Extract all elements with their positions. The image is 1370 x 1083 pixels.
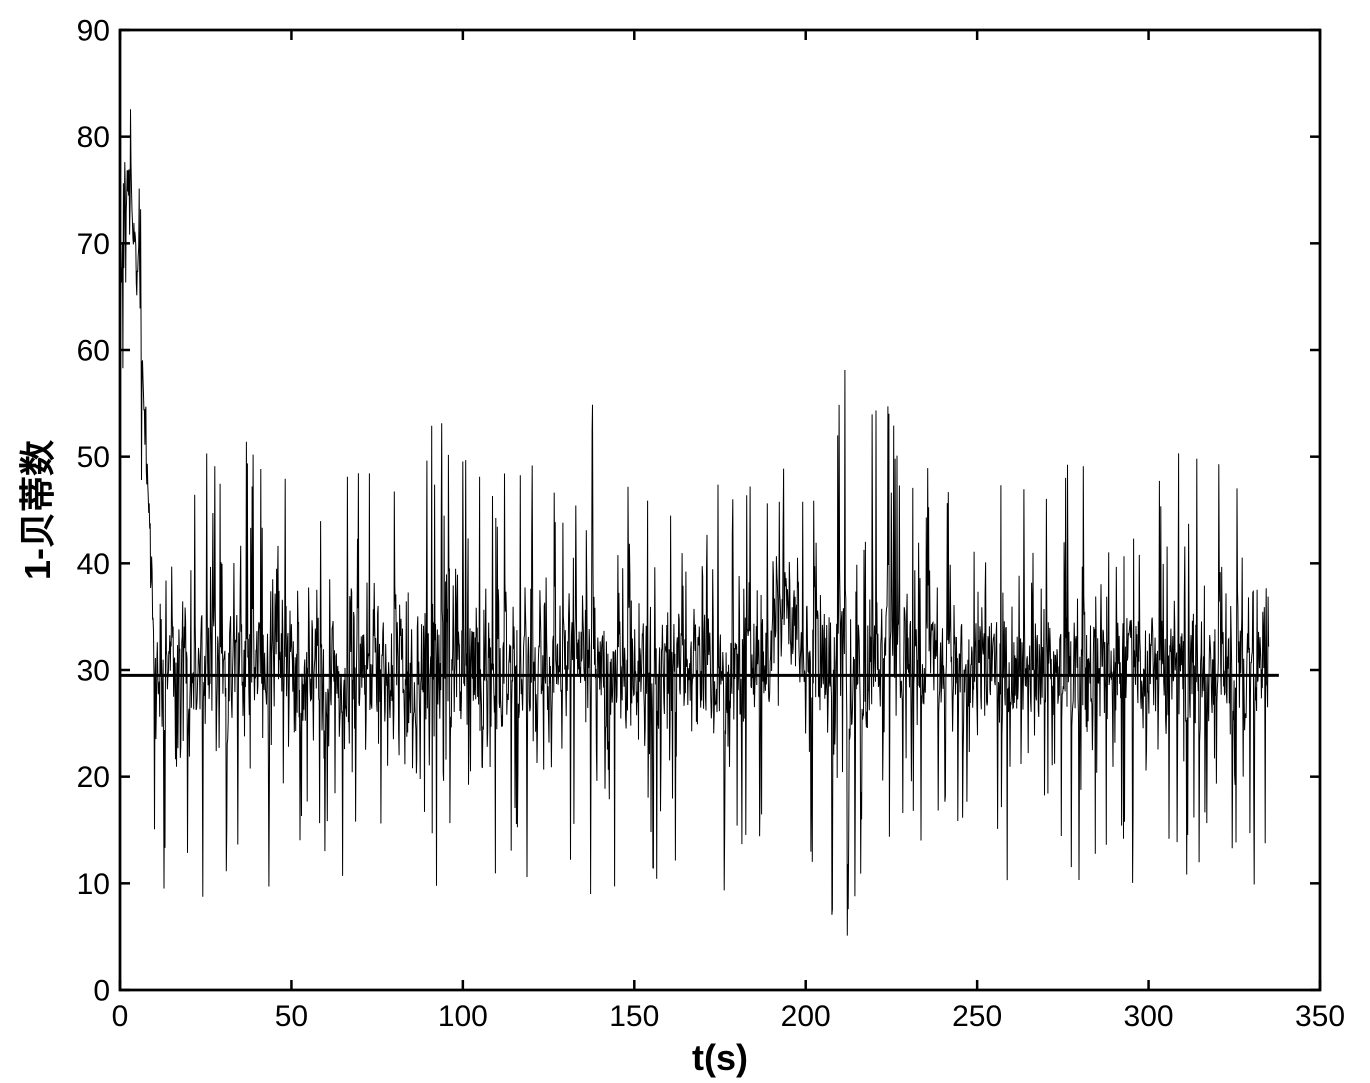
x-tick-label: 250 <box>952 1000 1002 1033</box>
y-tick-label: 50 <box>77 441 110 474</box>
chart-container: 0 50 100 150 200 250 300 350 0 10 20 30 40 50 60 70 80 90… <box>0 0 1370 1083</box>
y-tick-label: 60 <box>77 335 110 368</box>
y-tick-label: 90 <box>77 15 110 48</box>
x-tick-label: 200 <box>781 1000 831 1033</box>
y-tick-label: 40 <box>77 548 110 581</box>
x-tick-label: 0 <box>112 1000 129 1033</box>
y-tick-label: 70 <box>77 228 110 261</box>
y-axis-label: 1-贝蒂数 <box>17 440 58 580</box>
y-tick-label: 30 <box>77 655 110 688</box>
y-tick-label: 0 <box>93 975 110 1008</box>
x-tick-label: 50 <box>275 1000 308 1033</box>
x-tick-label: 150 <box>609 1000 659 1033</box>
x-tick-label: 100 <box>438 1000 488 1033</box>
y-tick-label: 20 <box>77 761 110 794</box>
x-tick-label: 350 <box>1295 1000 1345 1033</box>
x-tick-label: 300 <box>1124 1000 1174 1033</box>
y-tick-label: 10 <box>77 868 110 901</box>
x-axis-label: t(s) <box>692 1037 748 1078</box>
y-tick-label: 80 <box>77 121 110 154</box>
timeseries-chart: 0 50 100 150 200 250 300 350 0 10 20 30 40 50 60 70 80 90… <box>0 0 1370 1083</box>
